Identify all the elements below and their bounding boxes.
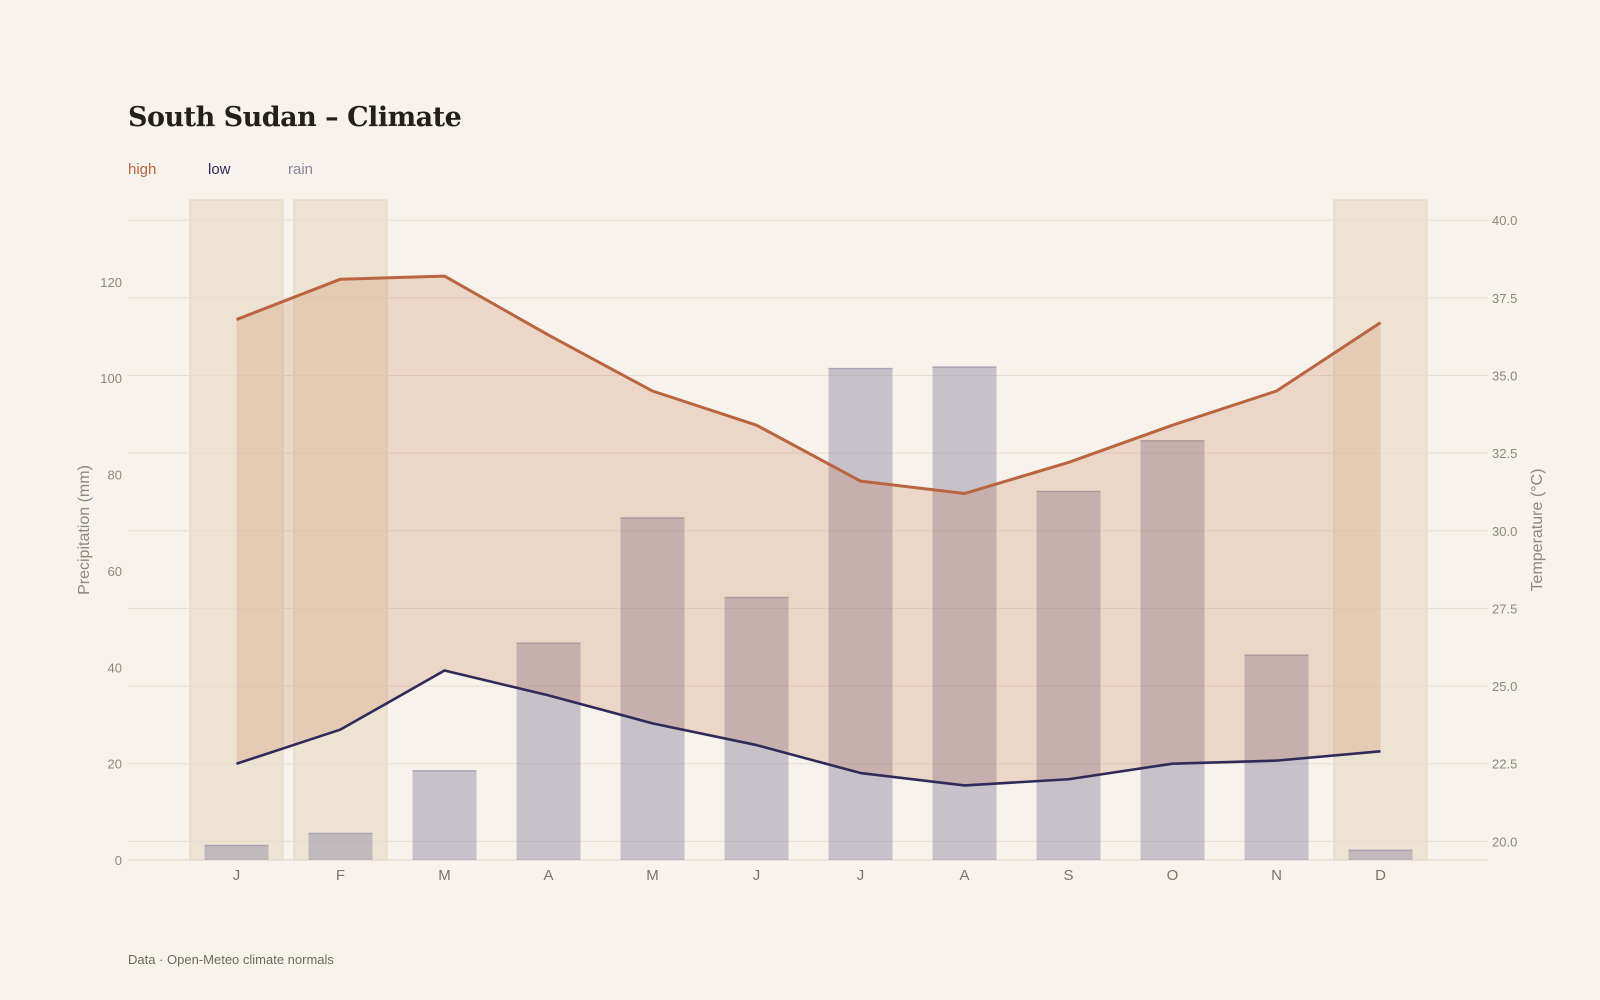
- highlight-band-1: [293, 199, 388, 861]
- rain-bar-5: [724, 597, 789, 860]
- y-left-tick: 120: [100, 275, 122, 290]
- temperature-range-area: [236, 276, 1381, 786]
- legend-low: low: [208, 161, 231, 178]
- x-tick-9: O: [1167, 867, 1179, 884]
- x-tick-4: M: [646, 867, 659, 884]
- rain-bar-3: [516, 643, 581, 860]
- y-right-tick: 32.5: [1492, 446, 1517, 461]
- y-left-tick: 80: [108, 468, 122, 483]
- source-note: Data · Open-Meteo climate normals: [128, 952, 334, 967]
- x-tick-0: J: [233, 867, 241, 884]
- y-right-tick: 25.0: [1492, 679, 1517, 694]
- x-tick-3: A: [543, 867, 553, 884]
- y-right-axis-title: Temperature (°C): [1529, 469, 1546, 592]
- legend-rain: rain: [288, 161, 314, 178]
- rain-bar-8: [1036, 491, 1101, 860]
- rain-bars: [204, 366, 1413, 860]
- x-tick-1: F: [336, 867, 345, 884]
- y-left-tick: 40: [108, 660, 122, 675]
- highlight-bands: [189, 199, 1428, 861]
- grid-lines: [128, 219, 1488, 861]
- y-left-tick: 60: [108, 564, 122, 579]
- highlight-band-11: [1333, 199, 1428, 861]
- x-tick-7: A: [959, 867, 969, 884]
- high-line: [235, 274, 1382, 496]
- x-tick-2: M: [438, 867, 451, 884]
- y-right-tick: 22.5: [1492, 757, 1517, 772]
- y-left-tick: 0: [115, 853, 122, 868]
- x-tick-5: J: [753, 867, 761, 884]
- rain-bar-7: [932, 367, 997, 860]
- temperature-lines: [235, 274, 1382, 787]
- y-right-tick: 35.0: [1492, 368, 1517, 383]
- rain-bar-9: [1140, 440, 1205, 860]
- y-left-tick: 20: [108, 757, 122, 772]
- y-right-tick: 37.5: [1492, 291, 1517, 306]
- rain-bar-0: [204, 845, 269, 860]
- chart-title: South Sudan – Climate: [128, 102, 462, 133]
- low-line: [236, 669, 1381, 787]
- x-tick-10: N: [1271, 867, 1282, 884]
- y-right-tick: 27.5: [1492, 601, 1517, 616]
- x-tick-6: J: [857, 867, 865, 884]
- temperature-range-band: [236, 276, 1381, 786]
- rain-bar-2: [412, 770, 477, 860]
- rain-bar-11: [1348, 850, 1413, 860]
- x-tick-11: D: [1375, 867, 1386, 884]
- rain-bar-4: [620, 517, 685, 860]
- y-left-tick: 100: [100, 371, 122, 386]
- x-tick-8: S: [1063, 867, 1073, 884]
- legend-high: high: [128, 161, 157, 178]
- highlight-band-0: [189, 199, 284, 861]
- y-right-tick: 30.0: [1492, 524, 1517, 539]
- legend: high low rain: [128, 161, 368, 178]
- rain-bar-6: [828, 368, 893, 860]
- y-right-tick: 40.0: [1492, 213, 1517, 228]
- y-left-axis-title: Precipitation (mm): [76, 465, 93, 595]
- rain-bar-1: [308, 833, 373, 860]
- y-right-tick: 20.0: [1492, 834, 1517, 849]
- axis-ticks: 0 20 40 60 80 100 120 20.0 22.5 25.0 27.5 30.0 32.5 3…: [100, 213, 1517, 884]
